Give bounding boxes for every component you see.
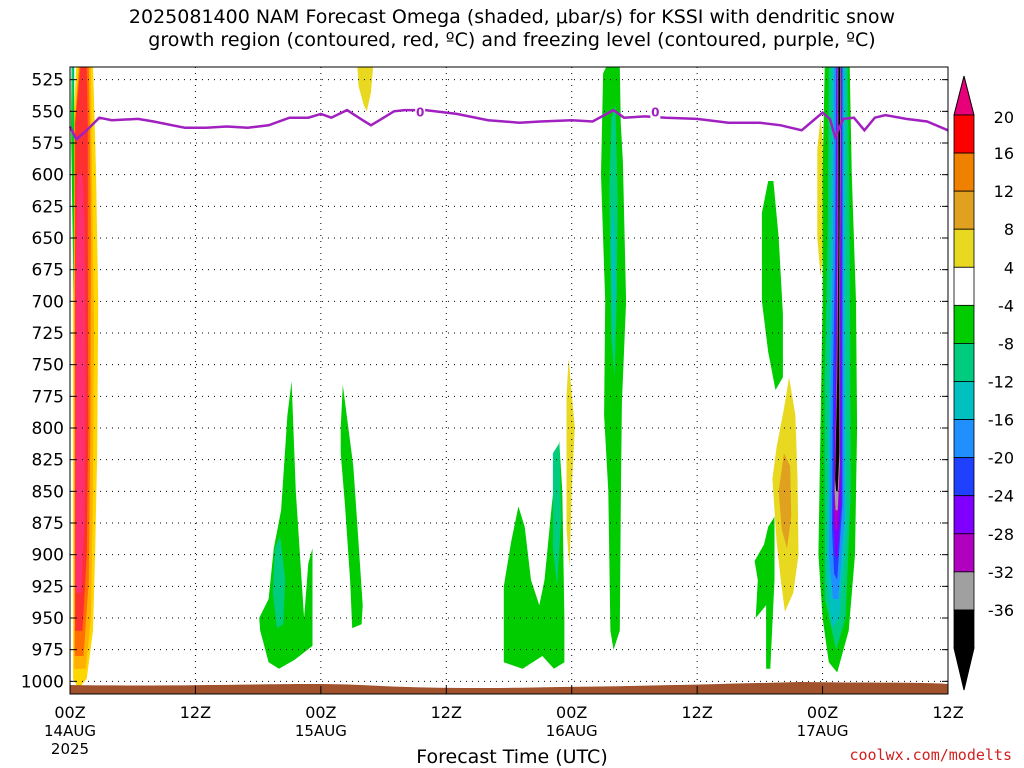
omega-region-6 bbox=[71, 67, 74, 150]
ytick-label-725: 725 bbox=[32, 324, 64, 344]
omega-region-4 bbox=[75, 174, 86, 593]
colorbar: 20 16 12 8 4 -4 -8 -12 -16 -20 -24 -28 -32 -36 bbox=[953, 75, 1014, 691]
ytick-label-925: 925 bbox=[32, 577, 64, 597]
colorbar-label-12: -32 bbox=[988, 563, 1014, 582]
ytick-label-800: 800 bbox=[32, 419, 64, 439]
ytick-label-525: 525 bbox=[32, 71, 64, 91]
colorbar-swatch-7 bbox=[953, 381, 975, 420]
xtick-label-1: 12Z bbox=[180, 703, 211, 722]
plot-frame bbox=[69, 66, 949, 695]
colorbar-swatch-8 bbox=[953, 419, 975, 459]
colorbar-label-13: -36 bbox=[988, 601, 1014, 620]
colorbar-label-1: 16 bbox=[994, 144, 1014, 163]
colorbar-swatch-11 bbox=[953, 533, 975, 573]
freezing-level-line bbox=[68, 108, 949, 142]
omega-region-16 bbox=[611, 200, 616, 340]
y-axis-ticks: 525 550 575 600 625 650 675 700 725 750 775 800 825 8… bbox=[21, 71, 948, 692]
contour-label-bg-1 bbox=[650, 104, 661, 119]
omega-region-11 bbox=[503, 440, 565, 669]
omega-shading bbox=[71, 67, 858, 689]
chart-title: 2025081400 NAM Forecast Omega (shaded, μ… bbox=[128, 6, 896, 51]
omega-region-12 bbox=[552, 443, 562, 587]
colorbar-label-2: 12 bbox=[994, 182, 1014, 201]
xtick-label-0: 00Z bbox=[54, 703, 85, 722]
ytick-label-750: 750 bbox=[32, 356, 64, 376]
colorbar-label-10: -24 bbox=[988, 487, 1014, 506]
omega-region-9 bbox=[272, 535, 286, 629]
ytick-label-875: 875 bbox=[32, 514, 64, 534]
contour-label-1: 0 bbox=[651, 106, 659, 120]
xtick-label-6: 00Z bbox=[807, 703, 838, 722]
colorbar-bottom-arrow bbox=[953, 647, 975, 691]
ytick-label-775: 775 bbox=[32, 387, 64, 407]
colorbar-label-11: -28 bbox=[988, 525, 1014, 544]
colorbar-label-7: -12 bbox=[988, 373, 1014, 392]
xtick-label-4: 00Z bbox=[556, 703, 587, 722]
omega-region-18 bbox=[754, 516, 775, 669]
colorbar-swatch-3 bbox=[953, 228, 975, 268]
colorbar-label-9: -20 bbox=[988, 449, 1014, 468]
ytick-label-825: 825 bbox=[32, 451, 64, 471]
omega-region-13 bbox=[566, 358, 575, 568]
colorbar-swatch-4 bbox=[953, 266, 975, 306]
ytick-label-575: 575 bbox=[32, 134, 64, 154]
ytick-label-1000: 1000 bbox=[21, 672, 64, 692]
colorbar-label-5: -4 bbox=[998, 296, 1014, 315]
ytick-label-600: 600 bbox=[32, 166, 64, 186]
colorbar-label-3: 8 bbox=[1004, 220, 1014, 239]
omega-region-20 bbox=[778, 453, 792, 549]
omega-region-30 bbox=[835, 67, 841, 492]
colorbar-label-0: 20 bbox=[994, 108, 1014, 127]
colorbar-swatch-2 bbox=[953, 190, 975, 230]
omega-region-10 bbox=[340, 384, 363, 629]
omega-region-7 bbox=[357, 67, 374, 112]
xtick-label-7: 12Z bbox=[932, 703, 963, 722]
omega-region-21 bbox=[817, 117, 824, 276]
site-credit[interactable]: coolwx.com/modelts bbox=[849, 746, 1012, 764]
ytick-label-700: 700 bbox=[32, 292, 64, 312]
ytick-label-675: 675 bbox=[32, 261, 64, 281]
colorbar-swatch-6 bbox=[953, 343, 975, 382]
xtick-label-5: 12Z bbox=[681, 703, 712, 722]
ytick-label-900: 900 bbox=[32, 546, 64, 566]
xtick-date-6: 17AUG bbox=[797, 722, 849, 740]
xtick-date-2: 15AUG bbox=[295, 722, 347, 740]
ytick-label-850: 850 bbox=[32, 482, 64, 502]
ytick-label-950: 950 bbox=[32, 609, 64, 629]
terrain-strip bbox=[70, 682, 948, 694]
colorbar-swatch-5 bbox=[953, 304, 975, 344]
xtick-label-2: 00Z bbox=[305, 703, 336, 722]
colorbar-top-arrow bbox=[953, 75, 975, 116]
omega-region-5 bbox=[71, 67, 75, 302]
colorbar-swatch-1 bbox=[953, 152, 975, 192]
colorbar-swatch-9 bbox=[953, 457, 975, 497]
colorbar-swatch-10 bbox=[953, 495, 975, 535]
ytick-label-650: 650 bbox=[32, 229, 64, 249]
xtick-date-0: 14AUG bbox=[44, 722, 96, 740]
omega-region-8 bbox=[259, 381, 313, 669]
colorbar-label-6: -8 bbox=[998, 334, 1014, 353]
colorbar-label-4: 4 bbox=[1004, 258, 1014, 277]
xtick-date-4: 16AUG bbox=[546, 722, 598, 740]
colorbar-swatch-12 bbox=[953, 571, 975, 611]
colorbar-swatch-13 bbox=[953, 609, 975, 649]
contour-label-bg-0 bbox=[415, 104, 426, 119]
xtick-year-0: 2025 bbox=[51, 740, 89, 758]
colorbar-label-8: -16 bbox=[988, 411, 1014, 430]
ytick-label-975: 975 bbox=[32, 641, 64, 661]
ytick-label-625: 625 bbox=[32, 197, 64, 217]
contour-label-0: 0 bbox=[416, 106, 424, 120]
colorbar-swatch-0 bbox=[953, 114, 975, 154]
xtick-label-3: 12Z bbox=[431, 703, 462, 722]
omega-region-17 bbox=[761, 181, 783, 390]
x-axis-title: Forecast Time (UTC) bbox=[416, 746, 608, 768]
ytick-label-550: 550 bbox=[32, 102, 64, 122]
